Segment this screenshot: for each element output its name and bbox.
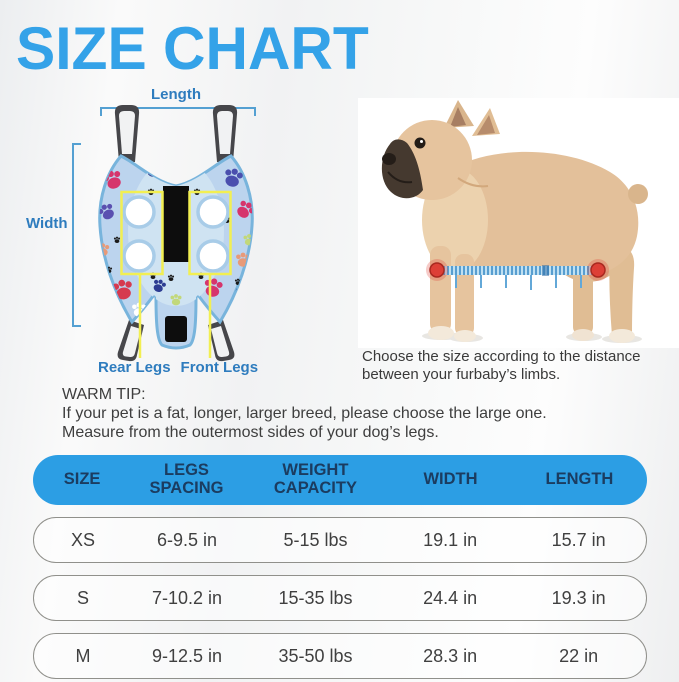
- velcro-strip: [163, 186, 189, 262]
- photo-caption: Choose the size according to the distanc…: [362, 348, 676, 383]
- size-table-header: SIZE LEGS SPACING WEIGHT CAPACITY WIDTH …: [33, 455, 647, 505]
- cell-legs-spacing: 9-12.5 in: [151, 645, 223, 666]
- cell-legs-spacing: 7-10.2 in: [151, 587, 223, 608]
- harness-diagram-svg: [98, 105, 254, 362]
- length-bracket: [100, 107, 256, 116]
- col-header-width: WIDTH: [423, 470, 478, 489]
- measure-endpoint-dot: [429, 262, 445, 278]
- front-legs-label: Front Legs: [180, 359, 259, 376]
- col-header-legs-spacing: LEGS SPACING: [149, 461, 224, 497]
- cell-width: 28.3 in: [423, 645, 478, 666]
- dog-photo: [358, 98, 679, 348]
- cell-length: 22 in: [559, 645, 599, 666]
- cell-size: S: [76, 587, 89, 608]
- ruler-strip: [435, 266, 600, 275]
- tail-velcro-patch: [165, 316, 187, 342]
- size-table: SIZE LEGS SPACING WEIGHT CAPACITY WIDTH …: [33, 455, 647, 679]
- warm-tip-line2: Measure from the outermost sides of your…: [62, 423, 439, 441]
- page-title: SIZE CHART: [16, 15, 369, 82]
- leg-holes: [122, 195, 230, 273]
- width-bracket: [72, 143, 81, 327]
- dog-nose: [382, 153, 396, 165]
- photo-caption-line2: between your furbaby’s limbs.: [362, 365, 561, 383]
- ruler-measure: [426, 259, 609, 290]
- warm-tip: WARM TIP: If your pet is a fat, longer, …: [62, 386, 642, 443]
- cell-width: 24.4 in: [423, 587, 478, 608]
- col-header-weight-capacity: WEIGHT CAPACITY: [273, 461, 357, 497]
- col-header-size: SIZE: [63, 470, 101, 489]
- photo-caption-line1: Choose the size according to the distanc…: [362, 348, 641, 365]
- dog-body: [381, 100, 648, 343]
- leg-hole-highlights: [120, 190, 232, 358]
- cell-legs-spacing: 6-9.5 in: [156, 529, 217, 550]
- cell-length: 15.7 in: [551, 529, 606, 550]
- cell-size: XS: [70, 529, 95, 550]
- table-row-m: M 9-12.5 in 35-50 lbs 28.3 in 22 in: [33, 633, 647, 679]
- cell-length: 19.3 in: [551, 587, 606, 608]
- cell-weight-capacity: 35-50 lbs: [278, 645, 353, 666]
- cell-width: 19.1 in: [423, 529, 478, 550]
- width-label: Width: [26, 215, 68, 232]
- measure-endpoint-dot: [590, 262, 606, 278]
- warm-tip-line1: If your pet is a fat, longer, larger bre…: [62, 404, 547, 422]
- cell-size: M: [75, 645, 91, 666]
- table-row-xs: XS 6-9.5 in 5-15 lbs 19.1 in 15.7 in: [33, 517, 647, 563]
- col-header-length: LENGTH: [545, 470, 614, 489]
- cell-weight-capacity: 5-15 lbs: [283, 529, 348, 550]
- length-label: Length: [151, 86, 201, 103]
- table-row-s: S 7-10.2 in 15-35 lbs 24.4 in 19.3 in: [33, 575, 647, 621]
- leg-labels: Rear Legs Front Legs: [98, 359, 258, 376]
- dog-eye: [414, 137, 426, 149]
- dog-illustration-svg: [381, 100, 648, 343]
- warm-tip-heading: WARM TIP:: [62, 386, 146, 403]
- cell-weight-capacity: 15-35 lbs: [278, 587, 353, 608]
- rear-legs-label: Rear Legs: [98, 359, 171, 376]
